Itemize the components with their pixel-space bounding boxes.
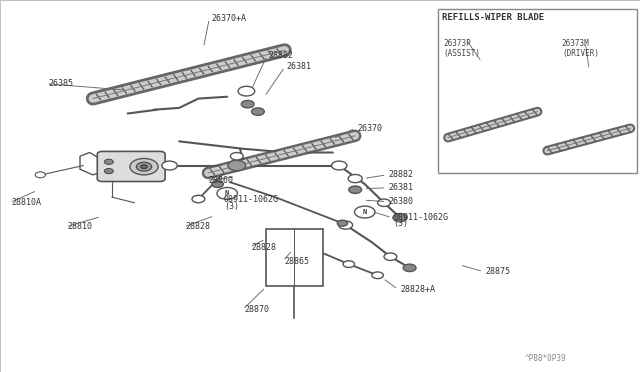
Circle shape bbox=[130, 158, 158, 175]
Circle shape bbox=[230, 153, 243, 160]
Text: 28810A: 28810A bbox=[12, 198, 42, 207]
Text: 26381: 26381 bbox=[388, 183, 413, 192]
Text: 26385: 26385 bbox=[48, 79, 73, 88]
Circle shape bbox=[136, 162, 152, 171]
Text: N: N bbox=[225, 190, 229, 196]
Circle shape bbox=[217, 187, 237, 199]
Text: ^P88*0P39: ^P88*0P39 bbox=[525, 354, 566, 363]
Text: 28882: 28882 bbox=[388, 170, 413, 179]
Text: 26381: 26381 bbox=[287, 62, 312, 71]
Circle shape bbox=[238, 86, 255, 96]
Circle shape bbox=[104, 169, 113, 174]
Circle shape bbox=[252, 108, 264, 115]
Text: REFILLS-WIPER BLADE: REFILLS-WIPER BLADE bbox=[442, 13, 544, 22]
Text: N: N bbox=[363, 209, 367, 215]
Circle shape bbox=[241, 100, 254, 108]
Text: (3): (3) bbox=[394, 219, 408, 228]
Circle shape bbox=[332, 161, 347, 170]
Circle shape bbox=[349, 186, 362, 193]
Text: (3): (3) bbox=[224, 202, 239, 211]
Circle shape bbox=[372, 272, 383, 279]
Circle shape bbox=[343, 261, 355, 267]
Text: 26373P
(ASSIST): 26373P (ASSIST) bbox=[444, 39, 481, 58]
Circle shape bbox=[337, 220, 348, 226]
Text: 28865: 28865 bbox=[285, 257, 310, 266]
Circle shape bbox=[104, 159, 113, 164]
Text: 26373M
(DRIVER): 26373M (DRIVER) bbox=[562, 39, 599, 58]
Circle shape bbox=[348, 174, 362, 183]
Text: 28828: 28828 bbox=[186, 222, 211, 231]
Circle shape bbox=[35, 172, 45, 178]
Text: 28810: 28810 bbox=[67, 222, 92, 231]
FancyBboxPatch shape bbox=[97, 151, 165, 182]
Circle shape bbox=[403, 264, 416, 272]
Circle shape bbox=[192, 195, 205, 203]
Bar bbox=[266, 229, 323, 286]
Circle shape bbox=[162, 161, 177, 170]
Text: 28870: 28870 bbox=[244, 305, 269, 314]
Circle shape bbox=[378, 199, 390, 206]
Circle shape bbox=[355, 206, 375, 218]
Text: 28882: 28882 bbox=[269, 51, 294, 60]
Circle shape bbox=[384, 253, 397, 260]
Circle shape bbox=[393, 214, 407, 222]
Circle shape bbox=[141, 165, 147, 169]
Text: 26380: 26380 bbox=[388, 197, 413, 206]
Text: 08911-1062G: 08911-1062G bbox=[394, 213, 449, 222]
Text: 28828+A: 28828+A bbox=[400, 285, 435, 294]
Text: 26370: 26370 bbox=[357, 124, 382, 133]
Text: 28875: 28875 bbox=[485, 267, 510, 276]
Text: 08911-1062G: 08911-1062G bbox=[224, 195, 279, 204]
Text: 28860: 28860 bbox=[208, 176, 233, 185]
Bar bbox=[438, 9, 637, 173]
Text: 26370+A: 26370+A bbox=[211, 14, 246, 23]
Circle shape bbox=[212, 181, 223, 187]
Text: 28828: 28828 bbox=[252, 243, 276, 252]
Circle shape bbox=[339, 221, 353, 229]
Circle shape bbox=[228, 160, 246, 171]
